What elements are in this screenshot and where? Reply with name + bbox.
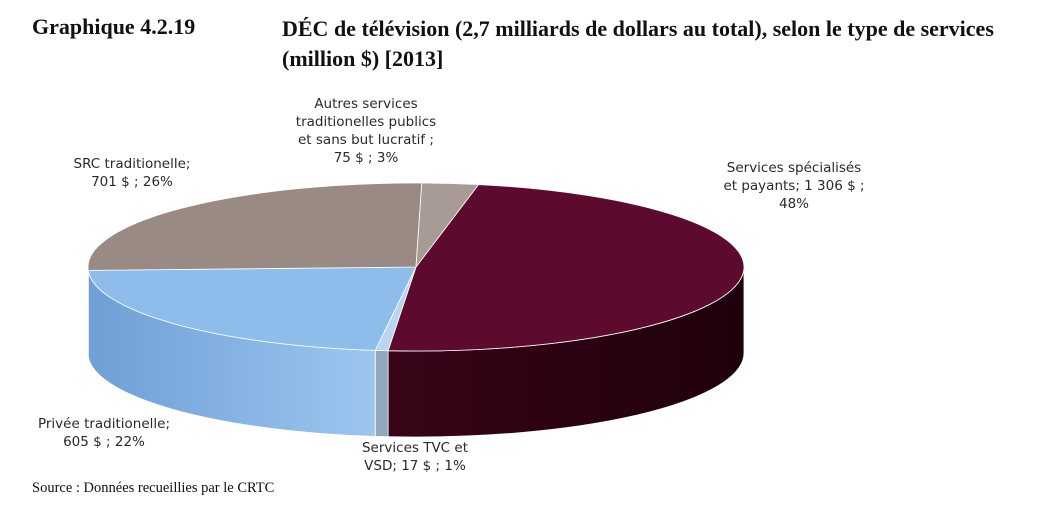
- chart-title: DÉC de télévision (2,7 milliards de doll…: [282, 16, 994, 71]
- data-label-5: Autres services traditionelles publics et …: [296, 96, 436, 166]
- slice-side-2: [374, 349, 389, 438]
- data-label-1: Services spécialisés et payants; 1 306 $ …: [723, 160, 864, 212]
- slice-top-3: [87, 266, 417, 351]
- data-label-4: SRC traditionelle; 701 $ ; 26%: [74, 156, 191, 190]
- slice-top-5: [415, 182, 480, 269]
- data-label-2: Services TVC et VSD; 17 $ ; 1%: [362, 440, 468, 474]
- slice-top-4: [87, 182, 423, 271]
- source-note: Source : Données recueillies par le CRTC: [32, 480, 275, 496]
- data-label-3: Privée traditionelle; 605 $ ; 22%: [38, 416, 170, 450]
- chart-number: Graphique 4.2.19: [32, 14, 196, 39]
- slice-top-1: [387, 184, 745, 352]
